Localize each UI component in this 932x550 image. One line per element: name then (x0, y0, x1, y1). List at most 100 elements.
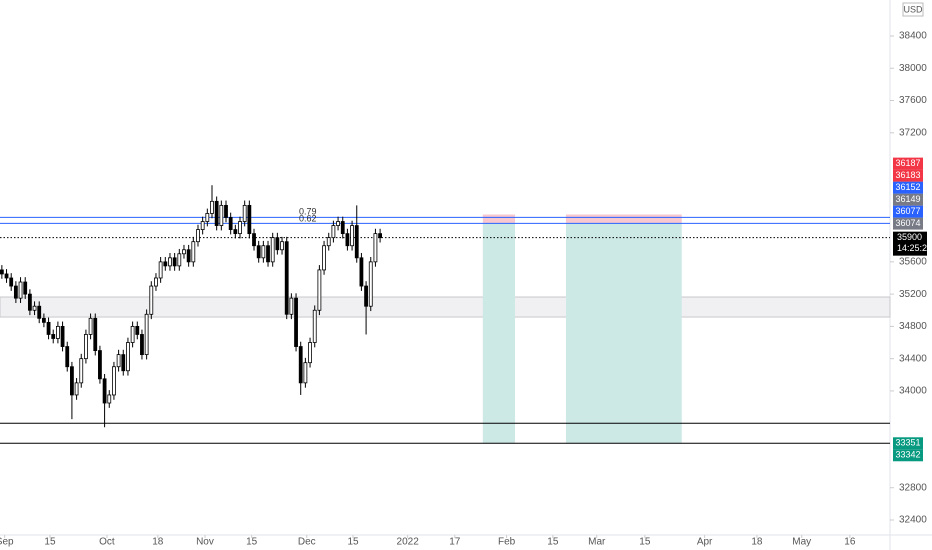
candle-body (0, 269, 4, 275)
candle-body (51, 334, 56, 339)
candle-body (186, 249, 191, 263)
candle-body (130, 325, 135, 343)
candle-body (256, 245, 261, 259)
candle-body (270, 237, 275, 263)
candle-body (126, 342, 130, 372)
countdown: 14:25:26 (897, 243, 932, 253)
price-label: 36183 (895, 170, 920, 180)
x-tick-label: 15 (347, 537, 359, 548)
candle-body (326, 237, 331, 247)
zone (0, 296, 891, 318)
candle-body (158, 261, 163, 279)
candle-body (368, 261, 373, 307)
position-stop (565, 214, 682, 224)
x-tick-label: 16 (844, 537, 856, 548)
candle-body (149, 285, 154, 315)
candle-body (238, 221, 242, 235)
candle-body (345, 233, 350, 247)
candle-body (284, 241, 289, 315)
candle-body (205, 213, 210, 222)
candle-body (275, 237, 280, 251)
price-label: 36149 (895, 194, 920, 204)
x-tick-label: Dec (298, 537, 316, 548)
candle-body (266, 245, 270, 263)
candle-body (182, 249, 186, 255)
currency-box (902, 2, 924, 17)
candle-body (359, 257, 364, 287)
candle-body (154, 277, 158, 287)
price-label: 33342 (895, 450, 920, 460)
x-tick-label: Mar (588, 537, 606, 548)
candle-body (247, 204, 252, 235)
candle-body (18, 281, 23, 299)
candle-body (308, 342, 312, 364)
candle-body (228, 217, 233, 230)
candle-body (233, 229, 238, 235)
x-tick-label: 18 (152, 537, 164, 548)
x-tick-label: Apr (697, 537, 713, 548)
y-tick-label: 32800 (899, 482, 927, 493)
candle-body (9, 277, 14, 287)
candle-body (46, 321, 51, 335)
candle-body (331, 225, 336, 239)
y-tick-label: 32400 (899, 515, 927, 526)
candle-body (322, 245, 326, 271)
x-tick-label: 15 (639, 537, 651, 548)
price-label-box (893, 193, 923, 206)
candle-body (200, 221, 205, 230)
candle-body (93, 317, 98, 351)
position-target (565, 223, 682, 444)
candle-body (312, 309, 317, 343)
y-tick-label: 37200 (899, 127, 927, 138)
candle-body (214, 200, 219, 226)
candle-body (84, 334, 88, 360)
x-tick-label: 17 (449, 537, 461, 548)
candle-body (23, 281, 28, 295)
price-label-box (893, 169, 923, 182)
candle-body (354, 225, 359, 259)
candle-body (98, 350, 102, 380)
candle-body (135, 325, 140, 335)
x-tick-label: May (792, 537, 811, 548)
price-label-box (893, 449, 923, 462)
candle-body (168, 257, 172, 267)
x-tick-label: 18 (751, 537, 763, 548)
price-label-box (893, 437, 923, 450)
candle-body (317, 269, 322, 311)
candle-body (373, 233, 378, 263)
candle-body (289, 297, 294, 315)
candle-body (121, 354, 126, 372)
candle-body (65, 346, 70, 368)
candle-body (172, 257, 177, 267)
price-label: 36187 (895, 158, 920, 168)
candle-body (364, 285, 368, 307)
y-tick-label: 35600 (899, 256, 927, 267)
x-tick-label: 15 (44, 537, 56, 548)
candle-body (13, 285, 18, 299)
price-label-box (893, 181, 923, 194)
candle-body (144, 313, 149, 356)
y-tick-label: 34000 (899, 386, 927, 397)
position-stop (482, 214, 516, 224)
candle-body (303, 362, 308, 384)
candle-body (378, 233, 382, 239)
candle-body (74, 382, 79, 396)
price-label-box (893, 217, 923, 230)
price-label: 36152 (895, 182, 920, 192)
y-tick-label: 35200 (899, 289, 927, 300)
candle-body (350, 225, 354, 247)
x-tick-label: Feb (498, 537, 516, 548)
fib-label: 0.79 (299, 206, 317, 216)
candle-body (280, 241, 284, 251)
candle-body (191, 241, 196, 263)
x-tick-label: Oct (99, 537, 115, 548)
x-tick-label: 15 (246, 537, 258, 548)
candle-body (56, 325, 60, 339)
fib-label: 0.62 (299, 213, 317, 223)
candle-body (88, 317, 93, 335)
price-label: 36074 (895, 218, 920, 228)
position-target (482, 223, 516, 444)
y-tick-label: 38000 (899, 63, 927, 74)
